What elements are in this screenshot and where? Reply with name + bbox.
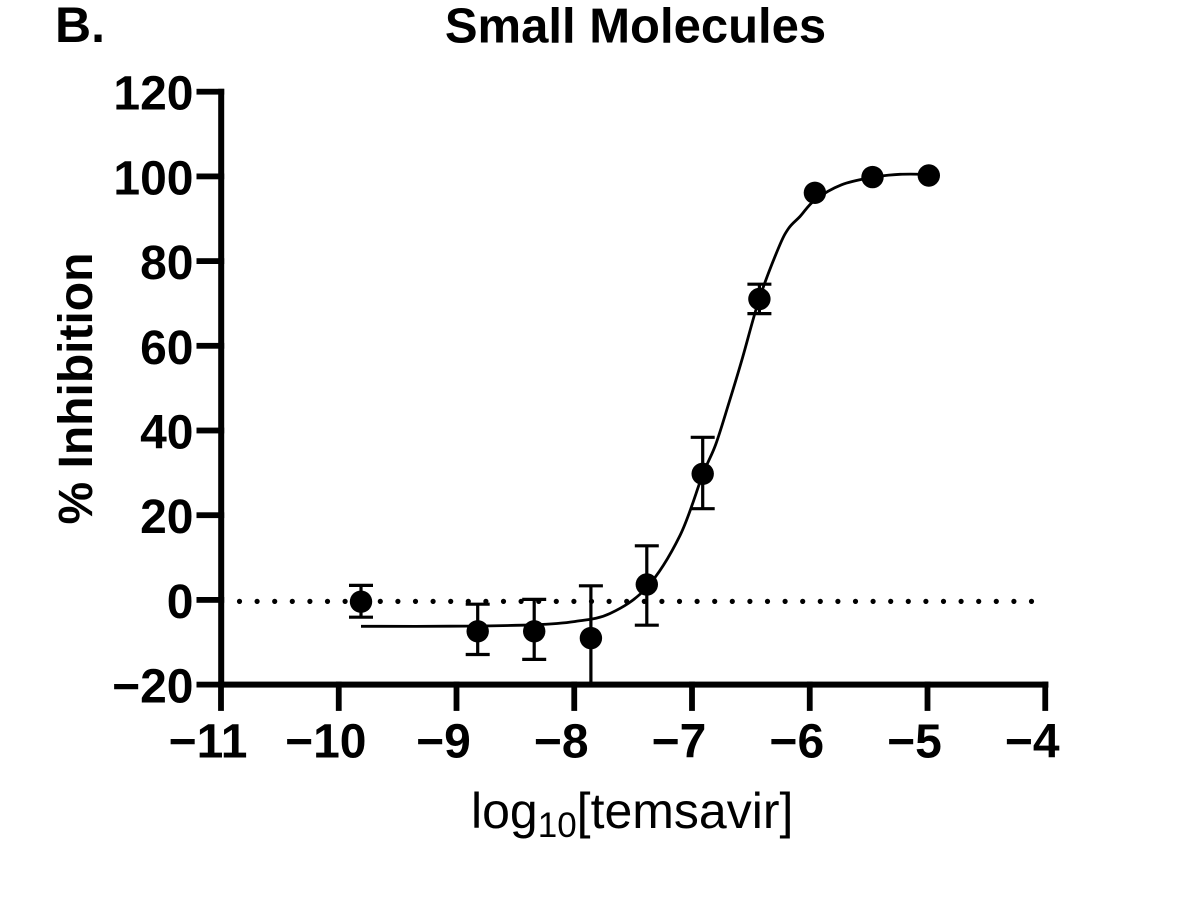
svg-text:80: 80 xyxy=(140,237,193,290)
svg-text:−5: −5 xyxy=(887,716,942,769)
svg-text:−9: −9 xyxy=(416,716,471,769)
svg-text:−11: −11 xyxy=(169,716,248,769)
svg-text:0: 0 xyxy=(167,576,194,629)
svg-text:B.: B. xyxy=(55,0,105,53)
svg-text:100: 100 xyxy=(113,152,193,205)
svg-text:−10: −10 xyxy=(285,716,366,769)
svg-text:% Inhibition: % Inhibition xyxy=(50,253,103,525)
svg-text:Small Molecules: Small Molecules xyxy=(445,0,826,54)
svg-text:40: 40 xyxy=(140,407,193,460)
svg-text:−8: −8 xyxy=(534,716,589,769)
svg-text:120: 120 xyxy=(113,68,193,121)
svg-text:60: 60 xyxy=(140,322,193,375)
svg-text:−7: −7 xyxy=(652,716,707,769)
svg-text:−20: −20 xyxy=(112,661,193,714)
svg-text:20: 20 xyxy=(140,491,193,544)
svg-text:log10[temsavir]: log10[temsavir] xyxy=(471,783,793,845)
svg-text:−4: −4 xyxy=(1005,716,1060,769)
svg-text:−6: −6 xyxy=(769,716,824,769)
